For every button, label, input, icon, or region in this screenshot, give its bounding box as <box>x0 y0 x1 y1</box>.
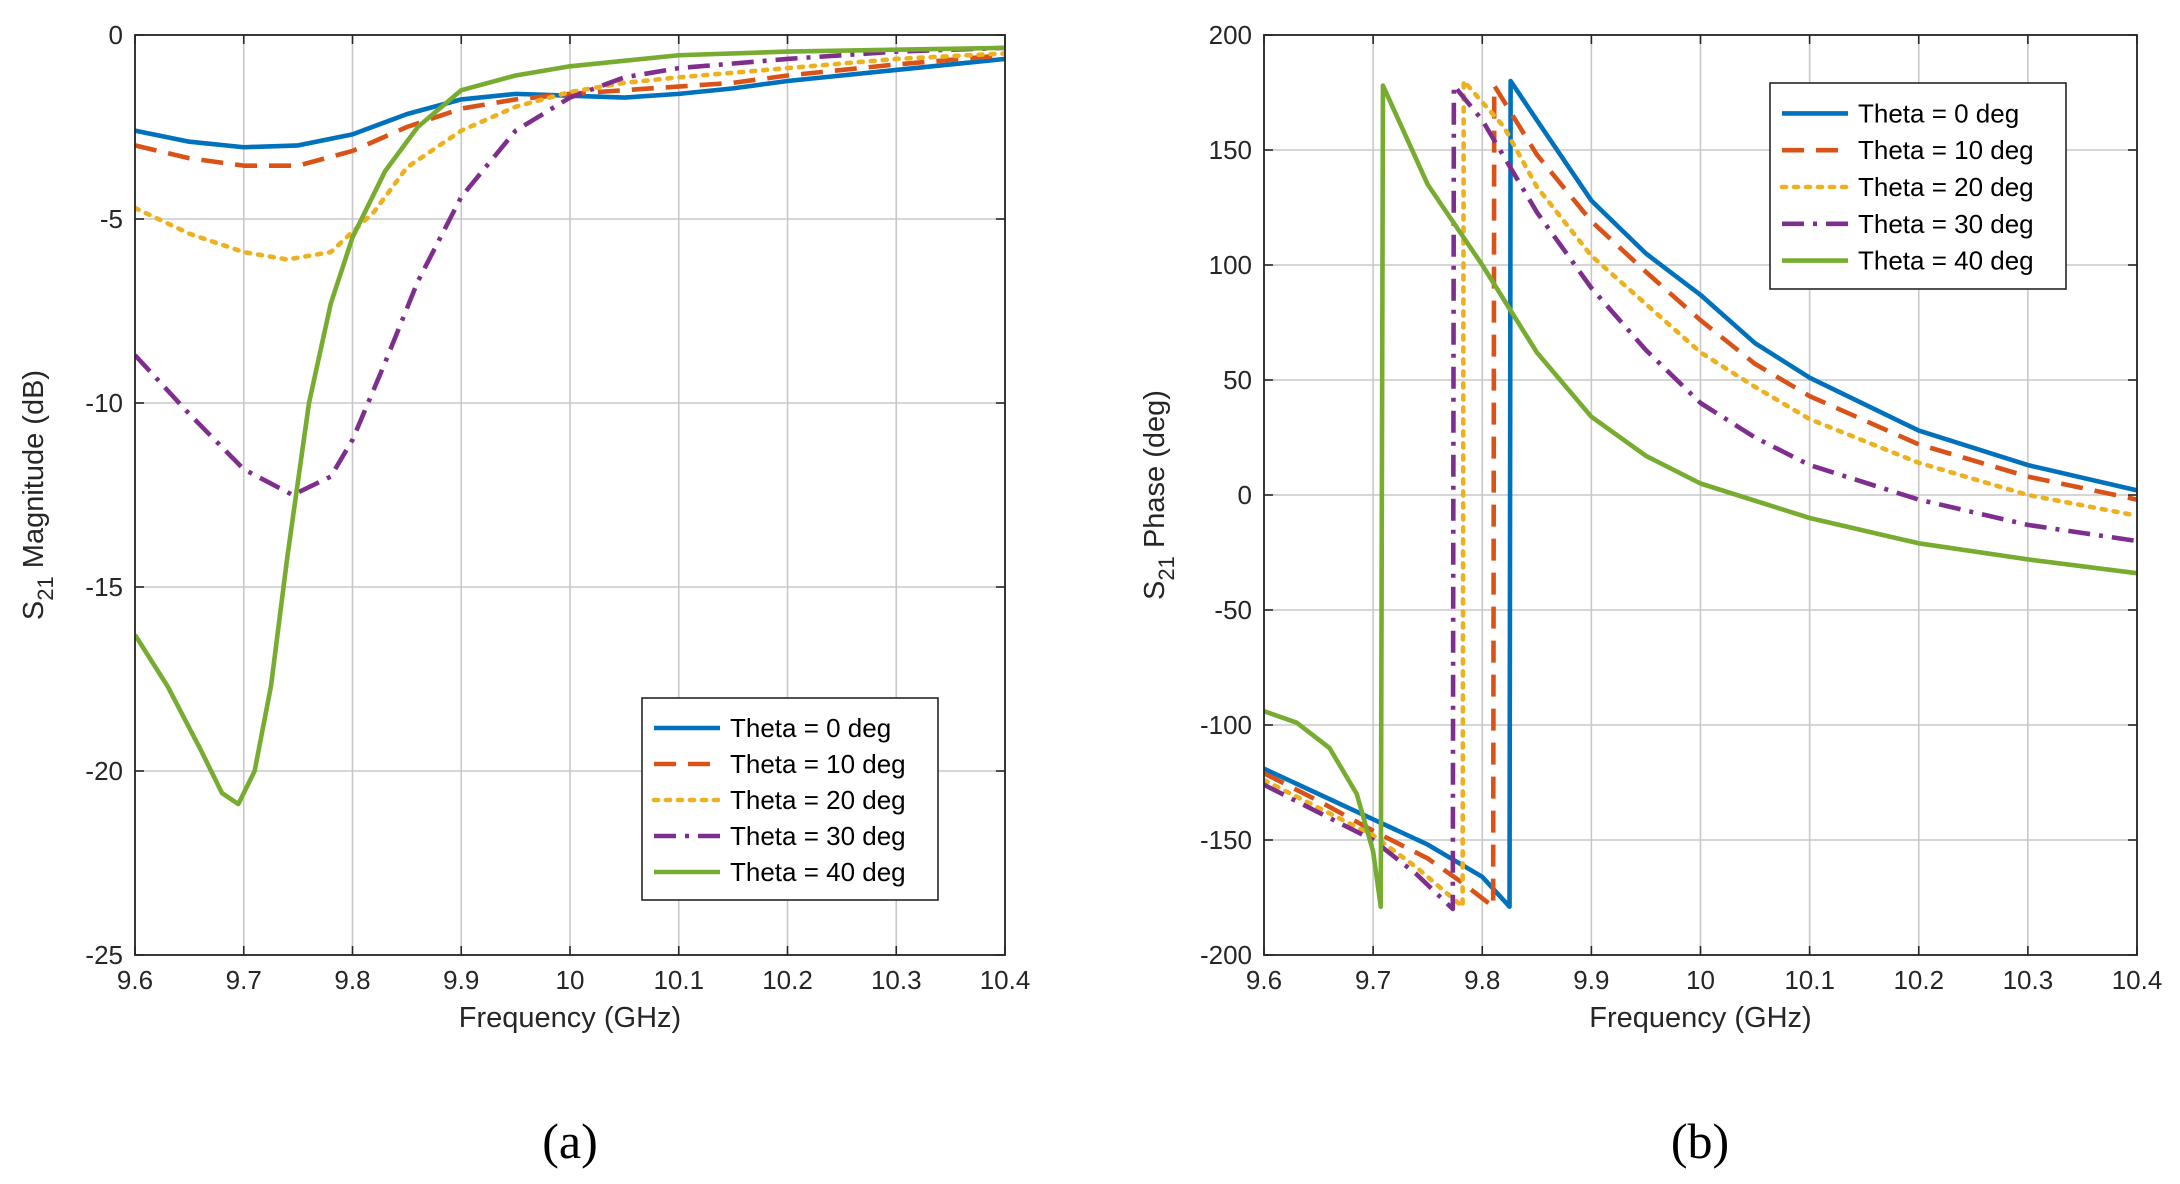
y-tick-label: -20 <box>85 756 123 786</box>
x-tick-label: 9.7 <box>1355 965 1391 995</box>
x-tick-label: 10.2 <box>762 965 813 995</box>
series-line-1 <box>1264 83 2137 909</box>
y-tick-label: -25 <box>85 940 123 970</box>
x-tick-label: 10.1 <box>1784 965 1835 995</box>
legend-label-3: Theta = 30 deg <box>730 821 906 851</box>
series-line-4 <box>135 45 1005 807</box>
series-group <box>135 45 1005 807</box>
legend-label-3: Theta = 30 deg <box>1858 209 2034 239</box>
x-axis-label: Frequency (GHz) <box>1589 1002 1811 1034</box>
series-line-3 <box>135 45 1005 498</box>
x-tick-label: 10.2 <box>1893 965 1944 995</box>
y-tick-label: -100 <box>1200 710 1252 740</box>
panel-label: (b) <box>1671 1113 1729 1169</box>
legend: Theta = 0 deg Theta = 10 deg Theta = 20 de… <box>1769 82 2067 290</box>
y-label-main: S <box>1139 581 1171 600</box>
series-line-0 <box>135 56 1005 150</box>
x-tick-label: 10 <box>556 965 585 995</box>
series-line-2 <box>1264 78 2137 909</box>
y-label-rest: Phase (deg) <box>1139 390 1171 556</box>
y-tick-label: 150 <box>1209 135 1252 165</box>
y-tick-label: 200 <box>1209 20 1252 50</box>
series-line-3 <box>1264 83 2137 912</box>
x-tick-label: 10.3 <box>871 965 922 995</box>
series-line-2 <box>135 51 1005 262</box>
legend-label-1: Theta = 10 deg <box>1858 135 2034 165</box>
x-tick-label: 9.8 <box>1464 965 1500 995</box>
y-label-rest: Magnitude (dB) <box>18 370 50 576</box>
y-tick-label: 100 <box>1209 250 1252 280</box>
legend-label-1: Theta = 10 deg <box>730 749 906 779</box>
y-tick-label: 50 <box>1223 365 1252 395</box>
y-tick-label: -200 <box>1200 940 1252 970</box>
x-tick-label: 9.8 <box>334 965 370 995</box>
x-tick-label: 10.4 <box>980 965 1031 995</box>
x-tick-label: 9.6 <box>1246 965 1282 995</box>
legend-label-4: Theta = 40 deg <box>730 857 906 887</box>
legend: Theta = 0 deg Theta = 10 deg Theta = 20 de… <box>641 697 939 901</box>
x-tick-label: 10.4 <box>2112 965 2163 995</box>
x-axis-label: Frequency (GHz) <box>459 1002 681 1034</box>
series-line-0 <box>1264 78 2137 909</box>
legend-label-0: Theta = 0 deg <box>1858 98 2019 128</box>
legend-label-2: Theta = 20 deg <box>730 785 906 815</box>
y-tick-label: -10 <box>85 388 123 418</box>
y-label-sub: 21 <box>1154 556 1179 580</box>
x-tick-label: 9.9 <box>443 965 479 995</box>
panel-label: (a) <box>542 1113 598 1169</box>
chart-b: 9.6 9.7 9.8 9.9 10 10.1 10.2 10.3 10.4 -200 -150 -1… <box>1139 20 2162 1169</box>
y-label-sub: 21 <box>33 576 58 600</box>
y-tick-label: -150 <box>1200 825 1252 855</box>
x-tick-label: 10.3 <box>2003 965 2054 995</box>
y-tick-label: -5 <box>100 204 123 234</box>
y-axis-label: S21 Phase (deg) <box>1139 390 1179 600</box>
x-tick-label: 10.1 <box>653 965 704 995</box>
series-group <box>1264 78 2137 912</box>
x-tick-label: 9.9 <box>1573 965 1609 995</box>
series-line-1 <box>135 52 1005 168</box>
legend-label-4: Theta = 40 deg <box>1858 246 2034 276</box>
series-line-4 <box>1264 83 2137 909</box>
legend-label-0: Theta = 0 deg <box>730 713 891 743</box>
y-tick-label: -15 <box>85 572 123 602</box>
y-axis-label: S21 Magnitude (dB) <box>18 370 58 620</box>
y-tick-label: -50 <box>1214 595 1252 625</box>
x-tick-label: 9.6 <box>117 965 153 995</box>
y-label-main: S <box>18 601 50 620</box>
y-tick-label: 0 <box>1238 480 1252 510</box>
x-tick-label: 10 <box>1686 965 1715 995</box>
x-tick-label: 9.7 <box>226 965 262 995</box>
chart-a: 9.6 9.7 9.8 9.9 10 10.1 10.2 10.3 10.4 -25 -20 -15 -… <box>18 20 1030 1169</box>
legend-label-2: Theta = 20 deg <box>1858 172 2034 202</box>
y-tick-label: 0 <box>109 20 123 50</box>
